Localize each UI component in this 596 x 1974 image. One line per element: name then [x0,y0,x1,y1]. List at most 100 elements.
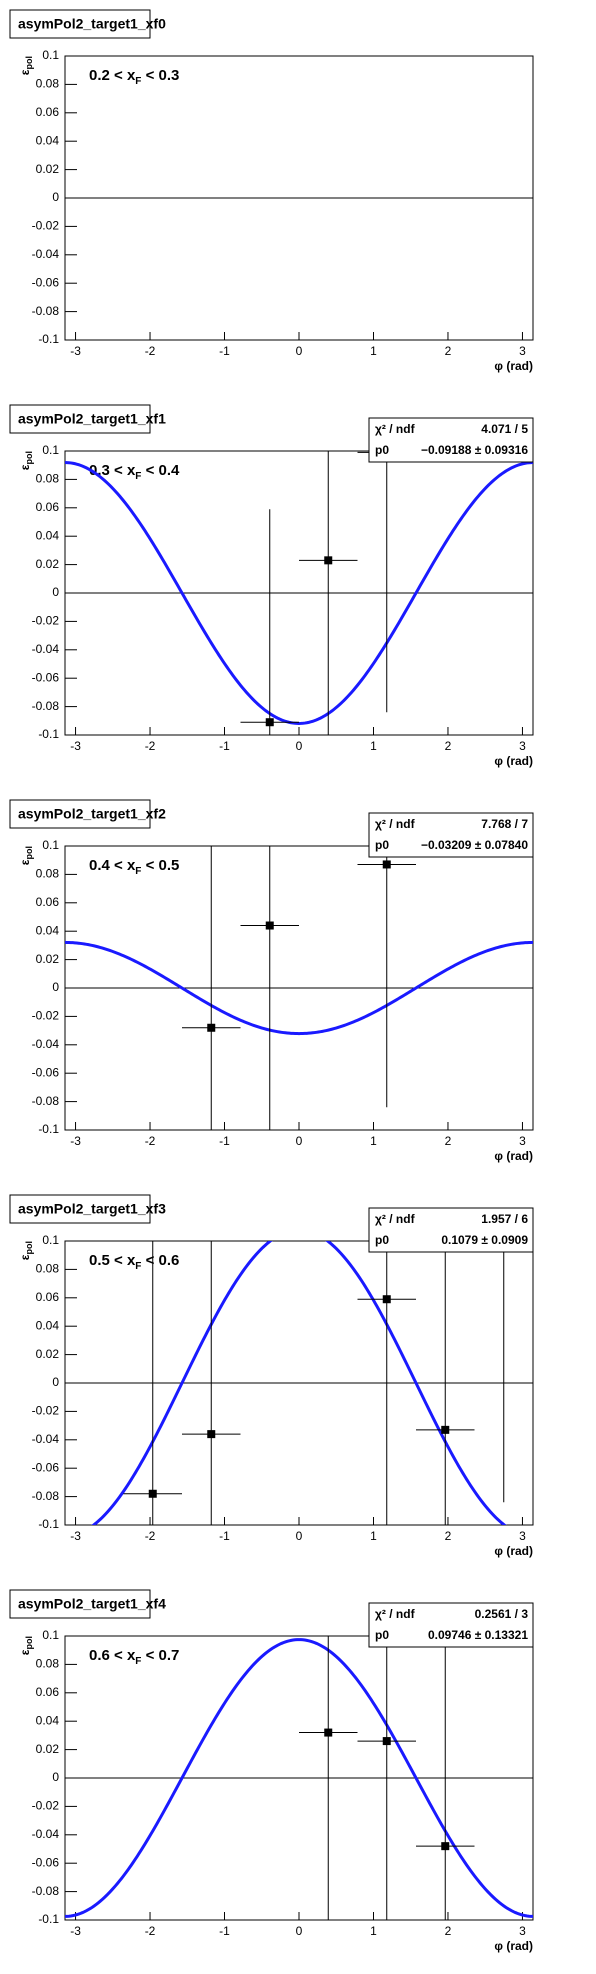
y-tick-label: 0.06 [36,895,60,909]
y-label-main: ε [18,1649,32,1655]
annotation-part: < 0.4 [141,462,180,479]
y-tick-label: -0.02 [32,614,60,628]
title-box [9,1589,151,1619]
y-tick-label: -0.1 [38,1912,59,1926]
stats-value: 4.071 / 5 [481,422,528,436]
annotation: 0.4 < xF < 0.5 [89,857,179,877]
x-axis-label: φ (rad) [494,359,533,373]
x-tick-label: 2 [445,739,452,753]
x-tick-label: 2 [445,1924,452,1938]
y-tick-label: -0.06 [32,1460,60,1474]
panel-title: asymPol2_target1_xf3 [18,1201,166,1217]
panel: asymPol2_target1_xf3 0.1 0.08 0.06 0.04 0.02 0… [9,1194,534,1558]
panel-title: asymPol2_target1_xf2 [18,806,166,822]
y-tick-label: 0 [52,1375,59,1389]
data-point [324,556,333,565]
panel: asymPol2_target1_xf2 0.1 0.08 0.06 0.04 0.02 0… [9,799,534,1163]
annotation: 0.2 < xF < 0.3 [89,67,179,87]
y-tick-label: 0 [52,190,59,204]
y-tick-label: 0.08 [36,1657,60,1671]
panel-title: asymPol2_target1_xf0 [18,16,166,32]
y-tick-label: 0.1 [42,1628,59,1642]
y-tick-label: -0.06 [32,275,60,289]
x-tick-label: 1 [370,739,377,753]
data-point [265,921,274,930]
x-tick-label: -3 [70,739,81,753]
x-axis-label: φ (rad) [494,1149,533,1163]
y-tick-label: -0.02 [32,1404,60,1418]
y-tick-label: 0.1 [42,838,59,852]
y-tick-label: 0.04 [36,1713,60,1727]
y-tick-label: -0.04 [32,642,60,656]
data-point [148,1489,157,1498]
y-tick-label: -0.1 [38,727,59,741]
stats-box [368,1207,534,1253]
stats-box [368,1602,534,1648]
y-tick-label: 0.04 [36,1318,60,1332]
stats-box [368,417,534,463]
y-axis-label: εpol [18,846,34,865]
y-tick-label: 0.02 [36,162,60,176]
annotation: 0.6 < xF < 0.7 [89,1647,179,1667]
x-axis-label: φ (rad) [494,1939,533,1953]
y-tick-label: 0.08 [36,472,60,486]
y-tick-label: -0.1 [38,1122,59,1136]
y-tick-label: 0.02 [36,557,60,571]
x-tick-label: 1 [370,1134,377,1148]
stats-label: χ² / ndf [375,817,416,831]
y-tick-label: -0.06 [32,1855,60,1869]
y-label-sub: pol [24,1241,34,1255]
stats-box [368,812,534,858]
annotation: 0.3 < xF < 0.4 [89,462,180,482]
title-box [9,1194,151,1224]
stats-value: 0.1079 ± 0.0909 [441,1233,528,1247]
x-tick-label: 3 [519,1134,526,1148]
y-tick-label: -0.02 [32,1009,60,1023]
y-tick-label: 0.08 [36,77,60,91]
x-tick-label: 2 [445,1529,452,1543]
annotation-part: 0.2 < x [89,67,136,84]
x-tick-label: -2 [145,1924,156,1938]
stats-label: p0 [375,443,389,457]
y-tick-label: -0.02 [32,219,60,233]
y-tick-label: 0.06 [36,1685,60,1699]
stats-value: −0.09188 ± 0.09316 [421,443,528,457]
stats-label: p0 [375,1628,389,1642]
y-tick-label: 0.06 [36,500,60,514]
x-tick-label: 1 [370,1924,377,1938]
y-label-sub: pol [24,846,34,860]
annotation-part: < 0.5 [141,857,179,874]
x-tick-label: 3 [519,1924,526,1938]
x-tick-label: -3 [70,344,81,358]
x-tick-label: -3 [70,1924,81,1938]
y-label-sub: pol [24,56,34,70]
stats-value: 1.957 / 6 [481,1212,528,1226]
y-tick-label: 0.08 [36,1262,60,1276]
y-axis-label: εpol [18,56,34,75]
panel: asymPol2_target1_xf1 0.1 0.08 0.06 0.04 0.02 0… [9,404,534,768]
data-point [207,1023,216,1032]
data-layer [65,1636,533,1920]
annotation-part: 0.4 < x [89,857,136,874]
x-tick-label: 3 [519,1529,526,1543]
annotation-part: < 0.7 [141,1647,179,1664]
y-tick-label: -0.08 [32,1884,60,1898]
x-tick-label: -2 [145,739,156,753]
y-label-main: ε [18,464,32,470]
x-tick-label: 2 [445,1134,452,1148]
y-label-main: ε [18,859,32,865]
x-tick-label: -2 [145,344,156,358]
y-tick-label: 0.02 [36,1347,60,1361]
y-tick-label: -0.04 [32,1827,60,1841]
y-label-main: ε [18,1254,32,1260]
y-tick-label: -0.04 [32,1432,60,1446]
y-tick-label: -0.06 [32,670,60,684]
y-axis-label: εpol [18,451,34,470]
x-tick-label: -3 [70,1529,81,1543]
x-tick-label: -1 [219,1134,230,1148]
y-axis-label: εpol [18,1636,34,1655]
data-point [382,1295,391,1304]
annotation-sub: F [135,866,141,877]
x-tick-label: 3 [519,344,526,358]
stats-label: χ² / ndf [375,422,416,436]
